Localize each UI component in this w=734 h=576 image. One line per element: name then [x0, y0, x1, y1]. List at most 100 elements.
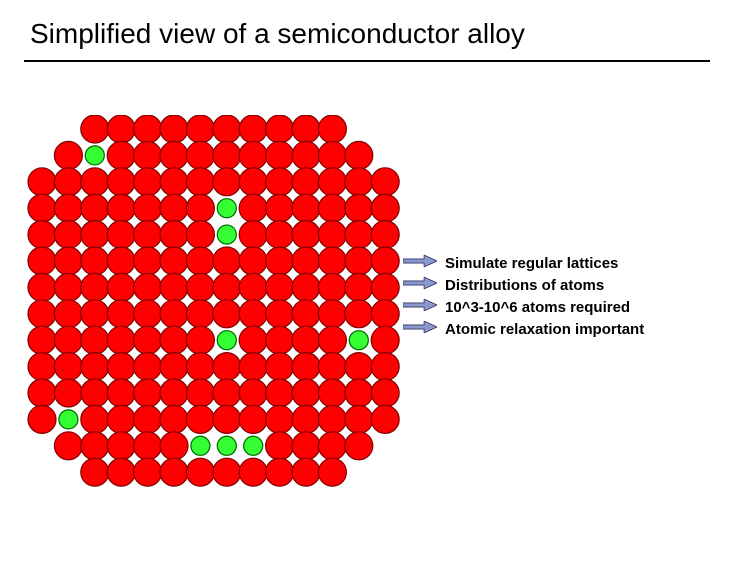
atom-host — [134, 247, 162, 275]
atom-host — [28, 168, 56, 196]
atom-host — [160, 194, 188, 222]
atom-host — [134, 379, 162, 407]
atom-host — [213, 405, 241, 433]
atom-host — [213, 168, 241, 196]
atom-host — [186, 168, 214, 196]
atom-host — [54, 300, 82, 328]
bullet-list: Simulate regular lattices Distributions o… — [403, 252, 644, 340]
atom-host — [371, 379, 399, 407]
atom-host — [54, 168, 82, 196]
atom-host — [186, 405, 214, 433]
atom-host — [371, 326, 399, 354]
atom-host — [28, 221, 56, 249]
atom-host — [318, 247, 346, 275]
atom-host — [318, 141, 346, 169]
atom-host — [371, 168, 399, 196]
atom-host — [239, 326, 267, 354]
atom-host — [186, 273, 214, 301]
atom-host — [213, 300, 241, 328]
atom-host — [318, 379, 346, 407]
atom-host — [107, 168, 135, 196]
atom-host — [266, 300, 294, 328]
atom-host — [54, 221, 82, 249]
atom-host — [107, 115, 135, 143]
atom-host — [292, 141, 320, 169]
atom-host — [107, 432, 135, 460]
atom-host — [107, 300, 135, 328]
atom-host — [81, 168, 109, 196]
atom-host — [371, 353, 399, 381]
atom-host — [239, 405, 267, 433]
atom-host — [107, 405, 135, 433]
atom-host — [81, 273, 109, 301]
atom-host — [134, 194, 162, 222]
atom-host — [107, 141, 135, 169]
atom-host — [81, 432, 109, 460]
bullet-text: 10^3-10^6 atoms required — [445, 299, 630, 316]
atom-host — [266, 326, 294, 354]
atom-host — [81, 300, 109, 328]
atom-host — [345, 273, 373, 301]
atom-host — [81, 221, 109, 249]
atom-host — [28, 194, 56, 222]
atom-host — [266, 115, 294, 143]
atom-host — [160, 353, 188, 381]
atom-host — [186, 379, 214, 407]
atom-host — [160, 247, 188, 275]
atom-host — [292, 326, 320, 354]
atom-host — [292, 353, 320, 381]
bullet-text: Distributions of atoms — [445, 277, 604, 294]
atom-host — [239, 115, 267, 143]
atom-host — [213, 273, 241, 301]
atom-host — [107, 379, 135, 407]
atom-host — [134, 221, 162, 249]
atom-host — [54, 141, 82, 169]
atom-host — [292, 405, 320, 433]
atom-host — [186, 194, 214, 222]
bullet-item: Simulate regular lattices — [403, 252, 644, 274]
atom-host — [318, 353, 346, 381]
atom-host — [186, 458, 214, 486]
arrow-icon — [403, 320, 437, 338]
atom-host — [318, 168, 346, 196]
atom-host — [292, 247, 320, 275]
atom-host — [345, 168, 373, 196]
atom-host — [134, 405, 162, 433]
atom-host — [318, 273, 346, 301]
atom-host — [160, 405, 188, 433]
atom-host — [239, 273, 267, 301]
atom-host — [318, 405, 346, 433]
atom-dopant — [217, 199, 236, 218]
atom-dopant — [217, 436, 236, 455]
atom-host — [28, 273, 56, 301]
atom-host — [134, 141, 162, 169]
atom-host — [160, 221, 188, 249]
atom-host — [81, 405, 109, 433]
atom-host — [134, 353, 162, 381]
atom-host — [160, 273, 188, 301]
arrow-icon — [403, 276, 437, 294]
atom-host — [28, 405, 56, 433]
atom-host — [292, 273, 320, 301]
atom-host — [239, 221, 267, 249]
atom-host — [345, 194, 373, 222]
atom-host — [266, 194, 294, 222]
atom-host — [81, 115, 109, 143]
atom-host — [345, 300, 373, 328]
atom-host — [160, 300, 188, 328]
atom-host — [160, 379, 188, 407]
atom-host — [239, 194, 267, 222]
atom-host — [54, 247, 82, 275]
atom-host — [81, 353, 109, 381]
atom-host — [28, 300, 56, 328]
atom-host — [28, 326, 56, 354]
atom-host — [239, 379, 267, 407]
atom-dopant — [59, 410, 78, 429]
atom-host — [239, 458, 267, 486]
atom-host — [371, 194, 399, 222]
atom-host — [54, 353, 82, 381]
atom-host — [134, 458, 162, 486]
atom-host — [318, 115, 346, 143]
atom-host — [292, 432, 320, 460]
atom-host — [160, 168, 188, 196]
